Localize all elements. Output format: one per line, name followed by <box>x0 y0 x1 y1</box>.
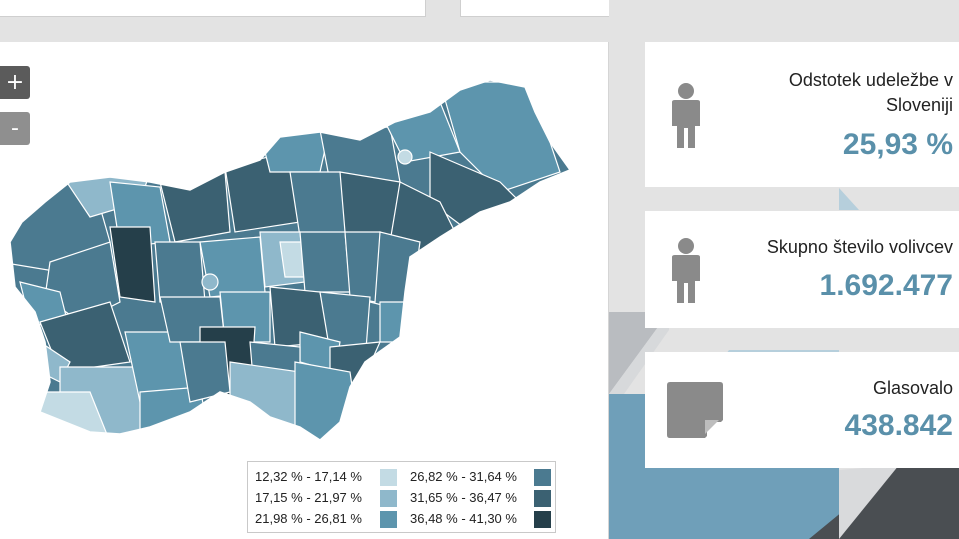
legend-swatch <box>380 511 397 528</box>
legend-label: 17,15 % - 21,97 % <box>255 490 362 505</box>
card-value: 25,93 % <box>842 128 953 161</box>
card-title: Skupno število volivcev <box>766 237 953 257</box>
card-value: 438.842 <box>844 409 953 442</box>
note-icon <box>667 382 723 438</box>
slovenia-turnout-map[interactable] <box>0 42 608 452</box>
legend-swatch <box>380 469 397 486</box>
legend-swatch <box>534 511 551 528</box>
map-legend: 12,32 % - 17,14 % 17,15 % - 21,97 % 21,9… <box>247 461 556 533</box>
top-input-left[interactable] <box>0 0 426 17</box>
legend-swatch <box>534 469 551 486</box>
legend-swatch <box>534 490 551 507</box>
card-title: Odstotek udeležbe v Sloveniji <box>788 70 953 115</box>
legend-label: 12,32 % - 17,14 % <box>255 469 362 484</box>
legend-label: 21,98 % - 26,81 % <box>255 511 362 526</box>
person-icon <box>672 83 700 148</box>
turnout-card: Odstotek udeležbe v Sloveniji 25,93 % <box>645 42 959 187</box>
card-title: Glasovalo <box>872 378 953 398</box>
zoom-out-button[interactable]: - <box>0 112 30 145</box>
legend-swatch <box>380 490 397 507</box>
zoom-in-button[interactable]: + <box>0 66 30 99</box>
legend-label: 36,48 % - 41,30 % <box>410 511 517 526</box>
legend-label: 26,82 % - 31,64 % <box>410 469 517 484</box>
legend-label: 31,65 % - 36,47 % <box>410 490 517 505</box>
voters-card: Skupno število volivcev 1.692.477 <box>645 211 959 328</box>
voted-card: Glasovalo 438.842 <box>645 352 959 468</box>
person-icon <box>672 238 700 303</box>
card-value: 1.692.477 <box>819 269 953 302</box>
